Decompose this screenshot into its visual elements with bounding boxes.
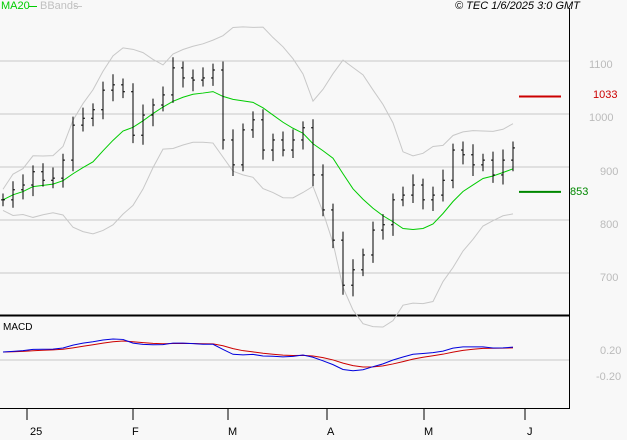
bband-upper-line xyxy=(2,26,514,190)
price-tick: 1100 xyxy=(589,59,613,71)
macd-tick-pos: 0.20 xyxy=(600,345,622,357)
legend-ma20-swatch xyxy=(29,6,37,7)
ma20-line xyxy=(2,91,514,230)
legend-bbands-swatch xyxy=(74,6,82,7)
support-label: 853 xyxy=(570,186,589,198)
price-tick: 900 xyxy=(600,166,619,178)
x-tick: M xyxy=(424,426,434,438)
legend-ma20: MA20 xyxy=(1,0,30,12)
price-tick: 700 xyxy=(600,272,619,284)
x-tick: M xyxy=(228,426,238,438)
macd-tick-neg: -0.20 xyxy=(596,371,622,383)
x-tick: A xyxy=(327,426,335,438)
price-tick: 800 xyxy=(600,219,619,231)
macd-label: MACD xyxy=(3,322,33,333)
copyright: © TEC 1/6/2025 3:0 GMT xyxy=(455,0,580,12)
macd-signal-line xyxy=(2,340,514,368)
x-tick: 25 xyxy=(30,426,43,438)
resistance-label: 1033 xyxy=(593,89,618,101)
price-tick: 1000 xyxy=(589,112,614,124)
macd-line xyxy=(2,338,514,372)
x-tick: J xyxy=(527,426,533,438)
x-tick: F xyxy=(132,426,139,438)
legend-bbands: BBands xyxy=(40,0,79,12)
bband-lower-line xyxy=(2,141,514,328)
